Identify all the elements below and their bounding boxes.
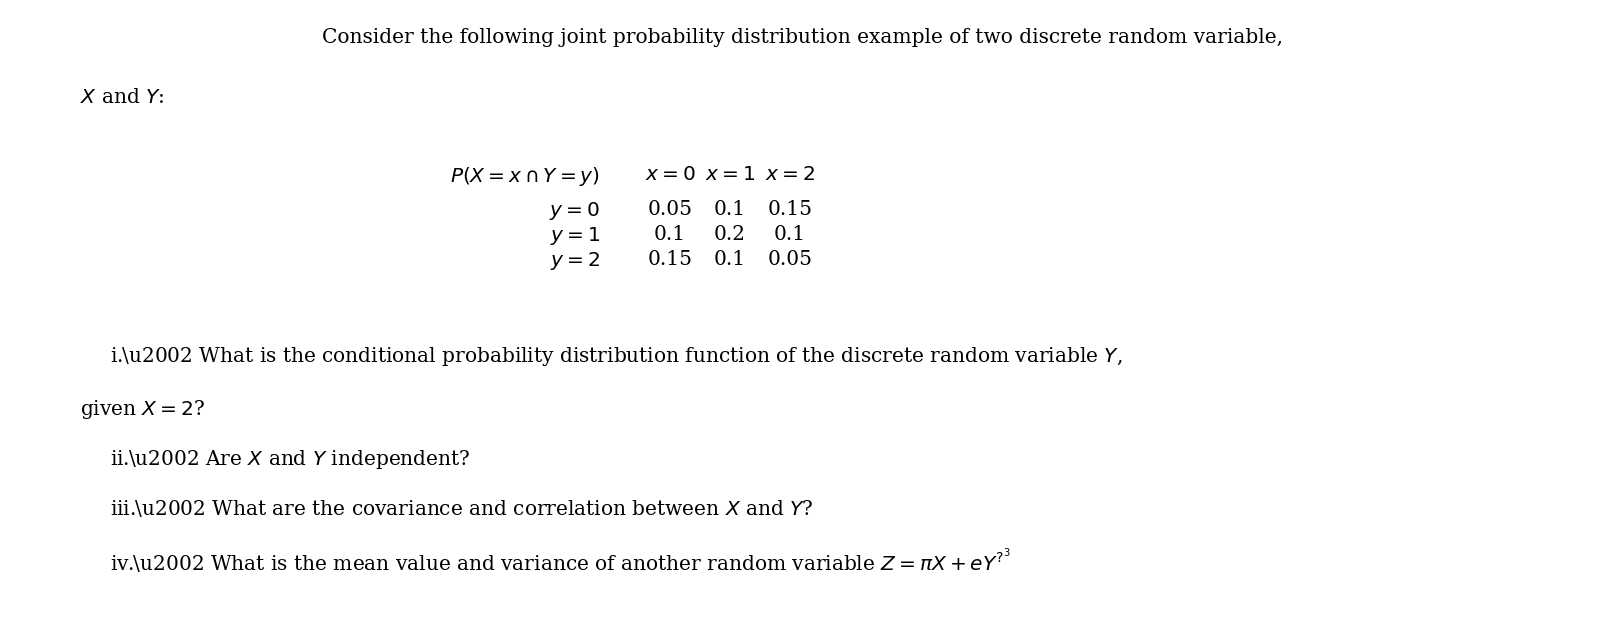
Text: 0.05: 0.05 [648,200,693,219]
Text: $P(X=x\cap Y=y)$: $P(X=x\cap Y=y)$ [451,165,600,188]
Text: 0.1: 0.1 [714,250,746,269]
Text: 0.1: 0.1 [775,225,807,244]
Text: Consider the following joint probability distribution example of two discrete ra: Consider the following joint probability… [321,28,1283,47]
Text: 0.15: 0.15 [648,250,693,269]
Text: ii.\u2002 Are $X$ and $Y$ independent?: ii.\u2002 Are $X$ and $Y$ independent? [111,448,470,471]
Text: $x=2$: $x=2$ [765,165,815,184]
Text: $x=0$: $x=0$ [645,165,695,184]
Text: $y=0$: $y=0$ [550,200,600,222]
Text: $x=1$: $x=1$ [704,165,755,184]
Text: 0.15: 0.15 [767,200,813,219]
Text: 0.1: 0.1 [714,200,746,219]
Text: $y=2$: $y=2$ [550,250,600,272]
Text: i.\u2002 What is the conditional probability distribution function of the discre: i.\u2002 What is the conditional probabi… [111,345,1123,368]
Text: $y=1$: $y=1$ [550,225,600,247]
Text: $X$ and $Y$:: $X$ and $Y$: [80,88,164,107]
Text: 0.1: 0.1 [654,225,687,244]
Text: 0.05: 0.05 [767,250,813,269]
Text: iv.\u2002 What is the mean value and variance of another random variable $Z=\pi : iv.\u2002 What is the mean value and var… [111,548,1011,576]
Text: given $X=2$?: given $X=2$? [80,398,205,421]
Text: 0.2: 0.2 [714,225,746,244]
Text: iii.\u2002 What are the covariance and correlation between $X$ and $Y$?: iii.\u2002 What are the covariance and c… [111,498,813,519]
